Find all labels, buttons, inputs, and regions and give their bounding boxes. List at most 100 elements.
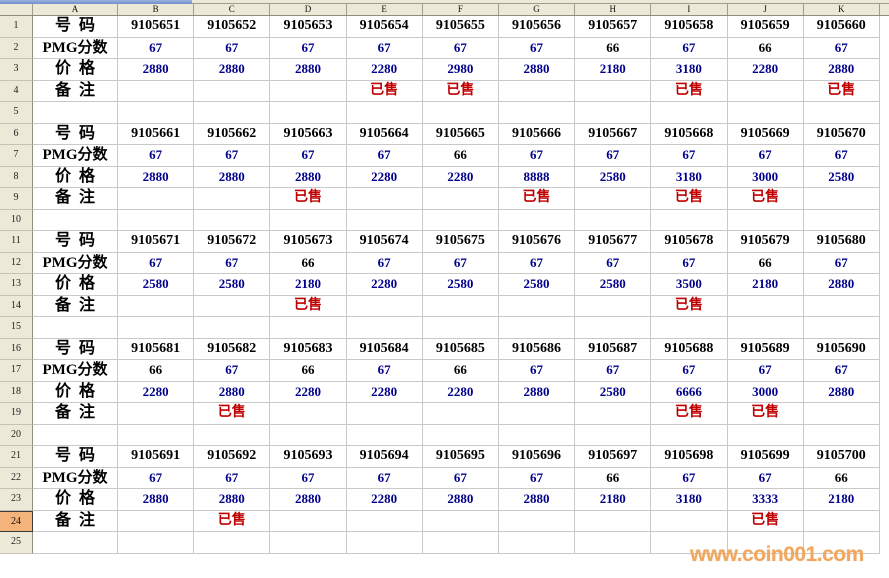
cell-note-sold[interactable]: 已售 bbox=[270, 188, 347, 210]
table-row[interactable]: 17 PMG分数 66 67 66 67 66 67 67 67 67 67 bbox=[0, 360, 889, 382]
cell-price[interactable]: 2280 bbox=[270, 381, 347, 403]
cell-code[interactable]: 9105659 bbox=[727, 16, 804, 38]
cell-code[interactable]: 9105695 bbox=[422, 446, 499, 468]
cell-code[interactable]: 9105685 bbox=[422, 338, 499, 360]
cell-empty[interactable] bbox=[575, 102, 652, 124]
cell-note[interactable] bbox=[346, 403, 423, 425]
cell-pmg-score[interactable]: 67 bbox=[651, 252, 728, 274]
cell-code[interactable]: 9105665 bbox=[422, 123, 499, 145]
cell-pmg-score[interactable]: 66 bbox=[727, 252, 804, 274]
table-row[interactable]: 24 备注 已售 已售 bbox=[0, 510, 889, 532]
column-header-c[interactable]: C bbox=[194, 4, 271, 15]
cell-note[interactable] bbox=[575, 510, 652, 532]
cell-empty[interactable] bbox=[118, 532, 195, 554]
cell-price[interactable]: 2880 bbox=[270, 59, 347, 81]
cell-price[interactable]: 3180 bbox=[651, 166, 728, 188]
cell-empty[interactable] bbox=[727, 102, 804, 124]
cell-price[interactable]: 2180 bbox=[575, 489, 652, 511]
cell-empty[interactable] bbox=[270, 102, 347, 124]
row-label-note[interactable]: 备注 bbox=[33, 295, 118, 317]
cell-pmg-score[interactable]: 67 bbox=[422, 252, 499, 274]
cell-pmg-score[interactable]: 67 bbox=[346, 37, 423, 59]
cell-pmg-score[interactable]: 66 bbox=[270, 360, 347, 382]
cell-empty[interactable] bbox=[194, 102, 271, 124]
row-header-9[interactable]: 9 bbox=[0, 188, 33, 210]
cell-note[interactable] bbox=[803, 403, 880, 425]
row-header-15[interactable]: 15 bbox=[0, 317, 33, 339]
cell-note[interactable] bbox=[194, 188, 271, 210]
cell-code[interactable]: 9105657 bbox=[575, 16, 652, 38]
cell-note-sold[interactable]: 已售 bbox=[651, 403, 728, 425]
cell-empty[interactable] bbox=[651, 424, 728, 446]
cell-pmg-score[interactable]: 67 bbox=[803, 252, 880, 274]
cell-note-sold[interactable]: 已售 bbox=[270, 295, 347, 317]
table-row[interactable]: 5 bbox=[0, 102, 889, 124]
cell-empty[interactable] bbox=[727, 317, 804, 339]
row-header-12[interactable]: 12 bbox=[0, 252, 33, 274]
cell-code[interactable]: 9105660 bbox=[803, 16, 880, 38]
cell-price[interactable]: 2280 bbox=[422, 166, 499, 188]
cell-price[interactable]: 3180 bbox=[651, 489, 728, 511]
cell-empty[interactable] bbox=[803, 317, 880, 339]
row-label-price[interactable]: 价格 bbox=[33, 489, 118, 511]
cell-pmg-score[interactable]: 66 bbox=[575, 37, 652, 59]
cell-note[interactable] bbox=[803, 295, 880, 317]
cell-code[interactable]: 9105682 bbox=[194, 338, 271, 360]
cell-note-sold[interactable]: 已售 bbox=[727, 188, 804, 210]
cell-code[interactable]: 9105694 bbox=[346, 446, 423, 468]
cell-code[interactable]: 9105670 bbox=[803, 123, 880, 145]
cell-price[interactable]: 3000 bbox=[727, 381, 804, 403]
cell-note[interactable] bbox=[346, 510, 423, 532]
cell-pmg-score[interactable]: 67 bbox=[270, 37, 347, 59]
row-label-price[interactable]: 价格 bbox=[33, 274, 118, 296]
row-label-code[interactable]: 号码 bbox=[33, 123, 118, 145]
cell-code[interactable]: 9105683 bbox=[270, 338, 347, 360]
row-header-22[interactable]: 22 bbox=[0, 467, 33, 489]
cell-empty[interactable] bbox=[575, 424, 652, 446]
table-row[interactable]: 18 价格 2280 2880 2280 2280 2280 2880 2580 6666 3000… bbox=[0, 381, 889, 403]
cell-note[interactable] bbox=[422, 510, 499, 532]
cell-price[interactable]: 2880 bbox=[118, 59, 195, 81]
cell-price[interactable]: 2580 bbox=[575, 166, 652, 188]
table-row[interactable]: 21 号码 9105691 9105692 9105693 9105694 9105695 9… bbox=[0, 446, 889, 468]
cell-code[interactable]: 9105697 bbox=[575, 446, 652, 468]
cell-code[interactable]: 9105664 bbox=[346, 123, 423, 145]
cell-note[interactable] bbox=[194, 80, 271, 102]
cell-note[interactable] bbox=[118, 80, 195, 102]
row-header-6[interactable]: 6 bbox=[0, 123, 33, 145]
cell-price[interactable]: 2280 bbox=[346, 274, 423, 296]
cell-pmg-score[interactable]: 67 bbox=[803, 37, 880, 59]
cell-price[interactable]: 3500 bbox=[651, 274, 728, 296]
cell-empty[interactable] bbox=[498, 209, 576, 231]
cell-price[interactable]: 2580 bbox=[575, 274, 652, 296]
cell-price[interactable]: 2180 bbox=[803, 489, 880, 511]
cell-code[interactable]: 9105652 bbox=[194, 16, 271, 38]
cell-code[interactable]: 9105666 bbox=[498, 123, 576, 145]
cell-note[interactable] bbox=[803, 188, 880, 210]
cell-pmg-score[interactable]: 67 bbox=[194, 145, 271, 167]
cell-empty[interactable] bbox=[346, 532, 423, 554]
cell-price[interactable]: 2180 bbox=[270, 274, 347, 296]
cell-price[interactable]: 2880 bbox=[498, 59, 576, 81]
cell-price[interactable]: 3333 bbox=[727, 489, 804, 511]
cell-note[interactable] bbox=[575, 80, 652, 102]
cell-note-sold[interactable]: 已售 bbox=[194, 510, 271, 532]
cell-empty[interactable] bbox=[727, 209, 804, 231]
cell-pmg-score[interactable]: 67 bbox=[498, 37, 576, 59]
cell-price[interactable]: 2280 bbox=[346, 59, 423, 81]
cell-empty[interactable] bbox=[498, 102, 576, 124]
cell-code[interactable]: 9105676 bbox=[498, 231, 576, 253]
cell-empty[interactable] bbox=[118, 209, 195, 231]
cell-price[interactable]: 2880 bbox=[270, 166, 347, 188]
cell-note[interactable] bbox=[270, 403, 347, 425]
cell-pmg-score[interactable]: 67 bbox=[727, 145, 804, 167]
cell-price[interactable]: 8888 bbox=[498, 166, 576, 188]
cell-empty[interactable] bbox=[803, 209, 880, 231]
cell-code[interactable]: 9105681 bbox=[118, 338, 195, 360]
cell-pmg-score[interactable]: 67 bbox=[498, 252, 576, 274]
cell-note-sold[interactable]: 已售 bbox=[194, 403, 271, 425]
cell-code[interactable]: 9105651 bbox=[118, 16, 195, 38]
row-label-pmg[interactable]: PMG分数 bbox=[33, 467, 118, 489]
cell-pmg-score[interactable]: 66 bbox=[422, 360, 499, 382]
cell-note[interactable] bbox=[498, 510, 576, 532]
